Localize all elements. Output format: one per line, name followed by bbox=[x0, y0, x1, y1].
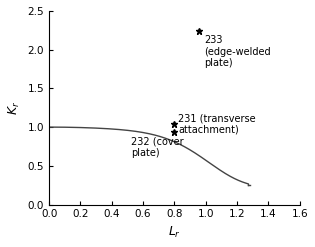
Text: 232 (cover
plate): 232 (cover plate) bbox=[131, 136, 184, 158]
X-axis label: $L_r$: $L_r$ bbox=[168, 225, 181, 240]
Text: 231 (transverse
attachment): 231 (transverse attachment) bbox=[178, 113, 256, 135]
Text: 233
(edge-welded
plate): 233 (edge-welded plate) bbox=[204, 35, 271, 68]
Y-axis label: $K_r$: $K_r$ bbox=[7, 101, 22, 115]
